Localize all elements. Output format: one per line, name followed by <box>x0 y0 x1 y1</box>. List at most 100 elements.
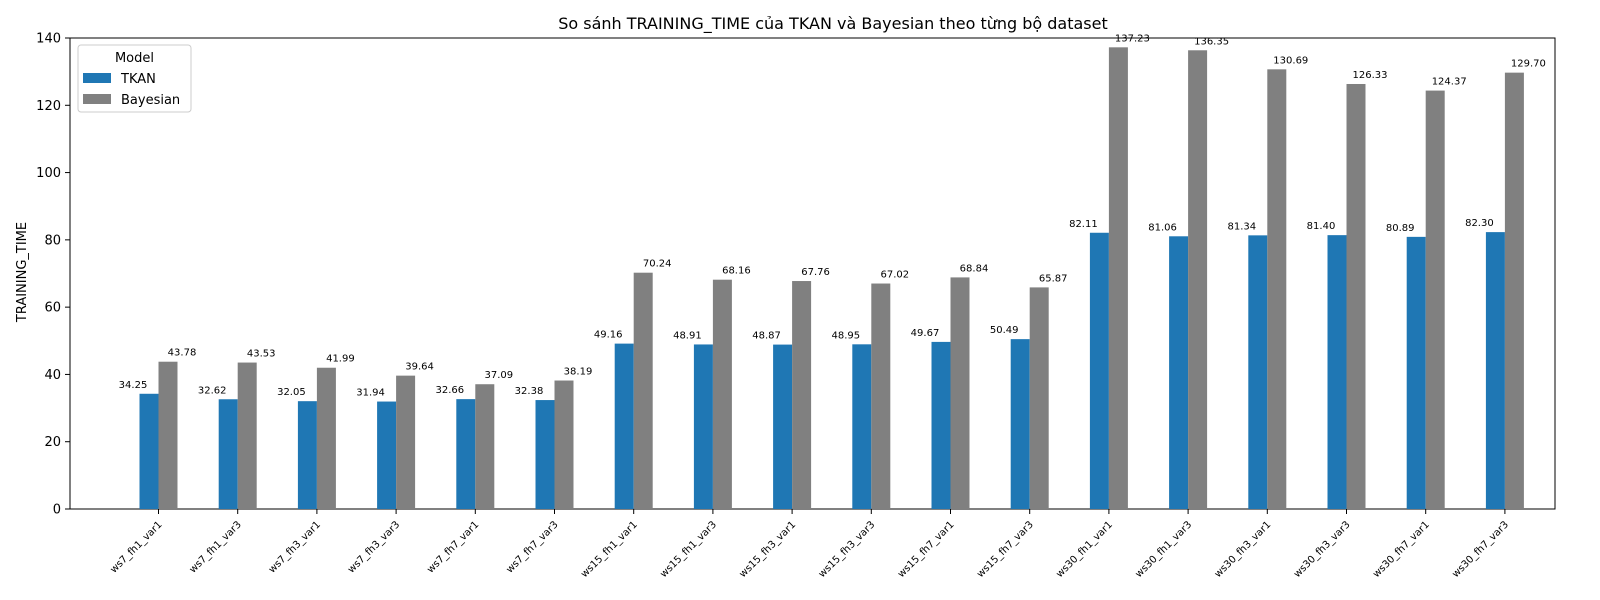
x-tick-label: ws15_fh3_var3 <box>817 519 878 580</box>
data-label-tkan-ws30_fh7_var3: 82.30 <box>1465 218 1494 229</box>
bar-tkan-ws7_fh3_var3 <box>377 401 397 509</box>
bar-bayesian-ws15_fh7_var3 <box>1029 287 1049 509</box>
legend-swatch-bayesian <box>83 94 111 104</box>
data-label-tkan-ws15_fh7_var1: 49.67 <box>911 328 940 339</box>
bar-tkan-ws15_fh7_var3 <box>1010 339 1030 509</box>
x-tick-label: ws7_fh7_var3 <box>504 519 560 575</box>
y-axis-label: TRAINING_TIME <box>15 222 30 323</box>
x-tick-label: ws7_fh3_var3 <box>346 519 402 575</box>
bar-bayesian-ws7_fh7_var1 <box>475 384 495 509</box>
data-label-tkan-ws30_fh7_var1: 80.89 <box>1386 223 1415 234</box>
bar-bayesian-ws15_fh1_var3 <box>712 279 732 509</box>
bar-tkan-ws15_fh3_var3 <box>852 344 872 509</box>
x-tick-label: ws7_fh1_var3 <box>188 519 244 575</box>
x-tick-label: ws7_fh3_var1 <box>267 519 323 575</box>
data-label-bayesian-ws15_fh7_var3: 65.87 <box>1039 273 1068 284</box>
data-label-tkan-ws7_fh7_var1: 32.66 <box>435 385 464 396</box>
bar-bayesian-ws7_fh1_var3 <box>237 362 257 509</box>
bar-bayesian-ws30_fh7_var3 <box>1504 72 1524 509</box>
bar-bayesian-ws30_fh7_var1 <box>1425 90 1445 509</box>
data-label-tkan-ws30_fh3_var3: 81.40 <box>1307 221 1336 232</box>
data-label-bayesian-ws15_fh3_var1: 67.76 <box>801 267 830 278</box>
data-label-bayesian-ws15_fh3_var3: 67.02 <box>880 270 909 281</box>
y-tick-label: 140 <box>36 32 61 47</box>
bar-bayesian-ws15_fh7_var1 <box>950 277 970 509</box>
data-label-bayesian-ws7_fh3_var3: 39.64 <box>405 362 434 373</box>
data-label-bayesian-ws30_fh3_var3: 126.33 <box>1353 70 1388 81</box>
bar-tkan-ws30_fh3_var3 <box>1327 235 1347 509</box>
bar-tkan-ws7_fh3_var1 <box>297 401 317 509</box>
data-label-tkan-ws30_fh3_var1: 81.34 <box>1227 221 1256 232</box>
bar-bayesian-ws7_fh7_var3 <box>554 380 574 509</box>
y-tick-label: 20 <box>44 435 61 450</box>
x-tick-label: ws30_fh3_var1 <box>1213 519 1274 580</box>
bar-tkan-ws15_fh7_var1 <box>931 341 951 509</box>
x-tick-label: ws30_fh7_var1 <box>1371 519 1432 580</box>
x-tick-label: ws7_fh1_var1 <box>108 519 164 575</box>
data-label-tkan-ws15_fh1_var3: 48.91 <box>673 330 702 341</box>
data-label-tkan-ws30_fh1_var3: 81.06 <box>1148 222 1177 233</box>
bar-tkan-ws30_fh7_var1 <box>1406 236 1426 510</box>
data-label-tkan-ws7_fh1_var1: 34.25 <box>119 380 148 391</box>
data-label-tkan-ws7_fh1_var3: 32.62 <box>198 385 227 396</box>
bar-tkan-ws30_fh7_var3 <box>1485 232 1505 509</box>
y-tick-label: 120 <box>36 99 61 114</box>
data-label-bayesian-ws30_fh3_var1: 130.69 <box>1273 55 1308 66</box>
bar-bayesian-ws7_fh3_var3 <box>396 375 416 509</box>
y-tick-label: 80 <box>44 233 61 248</box>
data-label-bayesian-ws7_fh1_var1: 43.78 <box>168 348 197 359</box>
data-label-bayesian-ws30_fh7_var1: 124.37 <box>1432 77 1467 88</box>
bar-tkan-ws15_fh1_var1 <box>614 343 634 509</box>
data-label-bayesian-ws30_fh1_var3: 136.35 <box>1194 36 1229 47</box>
bar-bayesian-ws15_fh3_var3 <box>871 283 891 509</box>
bar-bayesian-ws30_fh1_var1 <box>1108 47 1128 510</box>
bar-tkan-ws30_fh1_var1 <box>1089 232 1109 510</box>
data-label-bayesian-ws7_fh3_var1: 41.99 <box>326 354 355 365</box>
y-tick-label: 40 <box>44 368 61 383</box>
bar-tkan-ws7_fh1_var3 <box>218 399 238 509</box>
plot-frame <box>69 37 1556 510</box>
x-axis: ws7_fh1_var1 ws7_fh1_var3 ws7_fh3_var1 ws7_… <box>108 509 1511 580</box>
data-label-tkan-ws15_fh3_var3: 48.95 <box>831 330 860 341</box>
bar-bayesian-ws30_fh3_var1 <box>1267 69 1287 509</box>
y-tick-label: 100 <box>36 166 61 181</box>
y-tick-label: 60 <box>44 301 61 316</box>
x-tick-label: ws15_fh3_var1 <box>738 519 799 580</box>
plot-area <box>69 37 1556 510</box>
data-label-bayesian-ws15_fh7_var1: 68.84 <box>960 263 989 274</box>
bar-tkan-ws7_fh7_var3 <box>535 400 555 509</box>
data-label-tkan-ws7_fh3_var1: 32.05 <box>277 387 306 398</box>
data-label-tkan-ws7_fh3_var3: 31.94 <box>356 388 385 399</box>
y-axis: 0 20 40 60 80 100 120 140 <box>36 32 70 518</box>
bar-bayesian-ws7_fh3_var1 <box>316 367 336 509</box>
data-label-tkan-ws15_fh1_var1: 49.16 <box>594 330 623 341</box>
bar-tkan-ws30_fh1_var3 <box>1169 236 1189 509</box>
data-label-bayesian-ws15_fh1_var3: 68.16 <box>722 266 751 277</box>
bar-tkan-ws15_fh3_var1 <box>773 344 793 509</box>
x-tick-label: ws7_fh7_var1 <box>425 519 481 575</box>
bar-tkan-ws7_fh7_var1 <box>456 399 476 509</box>
y-tick-label: 0 <box>53 503 61 518</box>
x-tick-label: ws30_fh7_var3 <box>1450 519 1511 580</box>
data-label-tkan-ws30_fh1_var1: 82.11 <box>1069 219 1098 230</box>
data-label-bayesian-ws7_fh1_var3: 43.53 <box>247 349 276 360</box>
data-label-bayesian-ws15_fh1_var1: 70.24 <box>643 259 672 270</box>
legend-label-tkan: TKAN <box>120 72 156 87</box>
data-label-bayesian-ws7_fh7_var3: 38.19 <box>564 367 593 378</box>
bar-bayesian-ws30_fh3_var3 <box>1346 83 1366 510</box>
bar-bayesian-ws7_fh1_var1 <box>158 361 178 509</box>
x-tick-label: ws15_fh7_var3 <box>975 519 1036 580</box>
bar-bayesian-ws15_fh3_var1 <box>792 281 812 509</box>
legend-swatch-tkan <box>83 73 111 83</box>
bar-tkan-ws7_fh1_var1 <box>139 393 159 509</box>
data-label-bayesian-ws30_fh1_var1: 137.23 <box>1115 33 1150 44</box>
data-label-bayesian-ws30_fh7_var3: 129.70 <box>1511 59 1546 70</box>
bar-tkan-ws30_fh3_var1 <box>1248 235 1268 509</box>
data-label-tkan-ws15_fh7_var3: 50.49 <box>990 325 1019 336</box>
data-labels: 34.25 32.62 32.05 31.94 32.66 32.38 49.16 48.91… <box>119 33 1546 398</box>
bar-bayesian-ws30_fh1_var3 <box>1188 50 1208 510</box>
legend: Model TKAN Bayesian <box>77 44 192 113</box>
bar-tkan-ws15_fh1_var3 <box>693 344 713 509</box>
bars <box>139 47 1524 510</box>
